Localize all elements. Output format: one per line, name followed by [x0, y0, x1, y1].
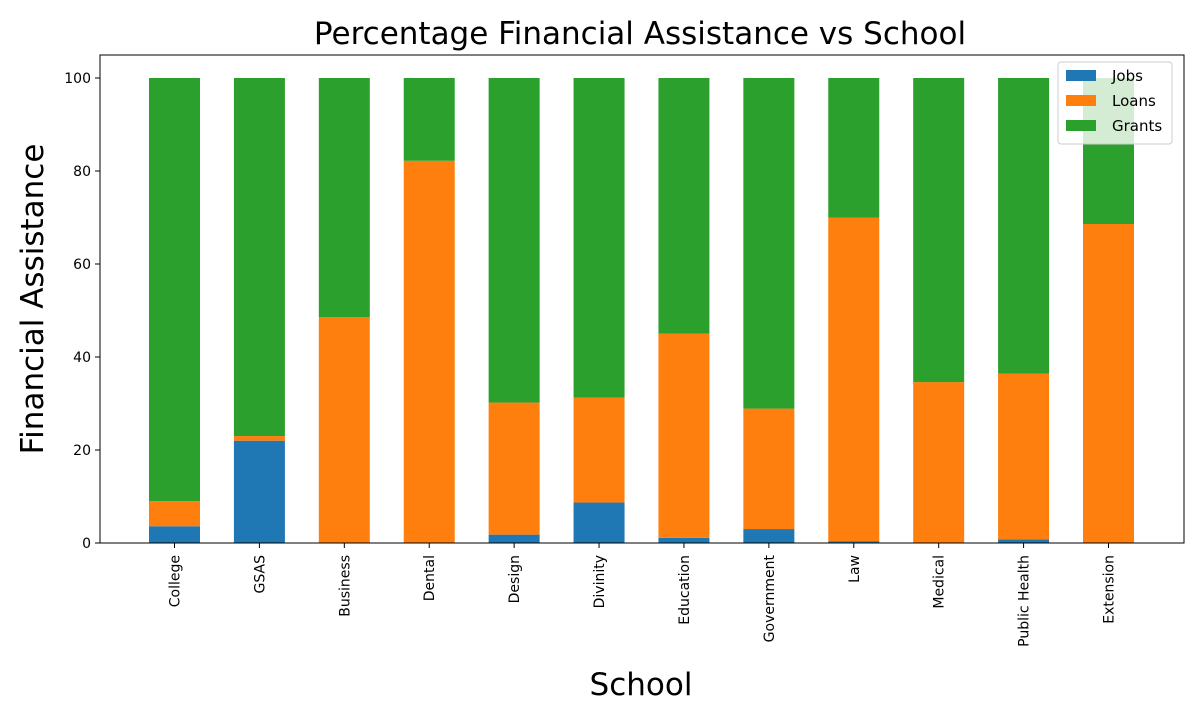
- y-axis-ticks: 0 20 40 60 80 100: [64, 71, 100, 552]
- bar-business-grants: [318, 78, 370, 318]
- bar-college-loans: [149, 501, 200, 527]
- bar-medical-loans: [913, 382, 965, 543]
- bar-gsas-jobs: [233, 440, 285, 543]
- bar-divinity-jobs: [573, 502, 625, 543]
- bar-extension-loans: [1083, 224, 1134, 543]
- x-tick-label-divinity: Divinity: [592, 555, 608, 608]
- x-axis-label: School: [590, 667, 693, 703]
- x-tick-label-extension: Extension: [1102, 555, 1118, 624]
- x-tick-label-law: Law: [847, 555, 863, 583]
- bar-law-loans: [828, 217, 880, 542]
- bar-government-jobs: [743, 529, 795, 543]
- bars-group: [149, 78, 1134, 543]
- legend: Jobs Loans Grants: [1057, 61, 1173, 145]
- y-tick-label-100: 100: [64, 71, 91, 87]
- bar-gsas-loans: [233, 436, 285, 441]
- x-axis-ticks: College GSAS Business Dental Design Divinity E…: [168, 543, 1118, 647]
- bar-public-health-jobs: [998, 539, 1050, 543]
- bar-public-health-grants: [998, 78, 1050, 374]
- bar-divinity-grants: [573, 78, 625, 398]
- bar-college-grants: [149, 78, 200, 502]
- x-tick-label-government: Government: [762, 554, 778, 642]
- y-axis-label: Financial Assistance: [15, 144, 51, 455]
- legend-label-loans: Loans: [1112, 92, 1156, 110]
- bar-college-jobs: [149, 526, 200, 543]
- bar-gsas-grants: [233, 78, 285, 437]
- legend-label-grants: Grants: [1112, 117, 1162, 135]
- bar-education-grants: [658, 78, 710, 334]
- y-tick-label-60: 60: [73, 257, 91, 273]
- legend-label-jobs: Jobs: [1111, 67, 1143, 85]
- x-tick-label-education: Education: [677, 555, 693, 625]
- x-tick-label-business: Business: [337, 555, 353, 617]
- legend-swatch-loans: [1066, 95, 1096, 106]
- bar-law-grants: [828, 78, 880, 218]
- x-tick-label-dental: Dental: [422, 555, 438, 601]
- x-tick-label-medical: Medical: [932, 555, 948, 609]
- y-tick-label-80: 80: [73, 164, 91, 180]
- x-tick-label-college: College: [168, 555, 184, 607]
- bar-business-loans: [318, 317, 370, 543]
- x-tick-label-design: Design: [507, 555, 523, 603]
- y-tick-label-40: 40: [73, 350, 91, 366]
- bar-design-loans: [488, 402, 540, 535]
- legend-swatch-grants: [1066, 120, 1096, 131]
- x-tick-label-gsas: GSAS: [252, 555, 268, 594]
- bar-government-grants: [743, 78, 795, 409]
- bar-government-loans: [743, 408, 795, 530]
- bar-design-grants: [488, 78, 540, 403]
- bar-divinity-loans: [573, 397, 625, 503]
- bar-education-loans: [658, 333, 710, 538]
- bar-public-health-loans: [998, 373, 1050, 540]
- y-tick-label-0: 0: [82, 536, 91, 552]
- bar-dental-loans: [403, 160, 455, 543]
- chart-title: Percentage Financial Assistance vs Schoo…: [314, 16, 966, 52]
- bar-design-jobs: [488, 534, 540, 543]
- bar-education-jobs: [658, 537, 710, 543]
- y-tick-label-20: 20: [73, 443, 91, 459]
- bar-dental-grants: [403, 78, 455, 161]
- legend-swatch-jobs: [1066, 70, 1096, 81]
- plot-frame: [99, 54, 1185, 544]
- bar-law-jobs: [828, 541, 880, 543]
- bar-medical-grants: [913, 78, 965, 383]
- x-tick-label-public-health: Public Health: [1017, 555, 1033, 647]
